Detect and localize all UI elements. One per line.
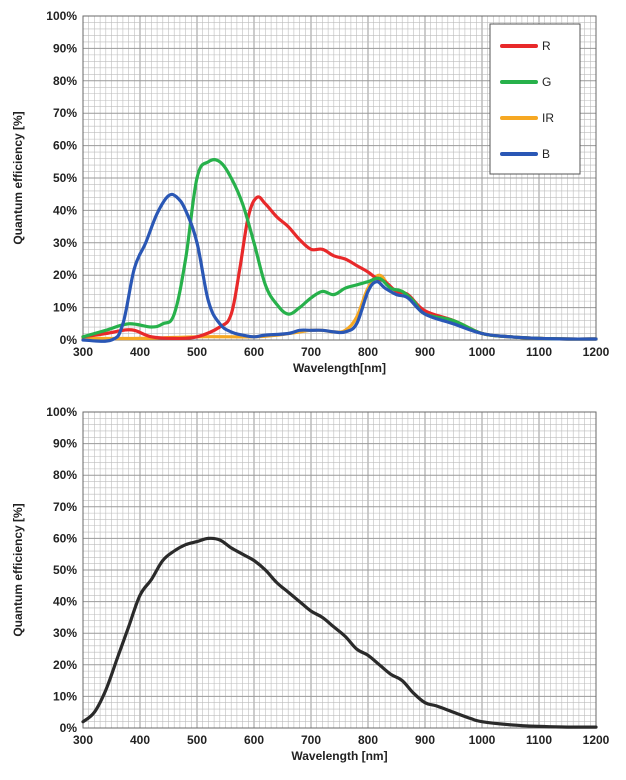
x-axis-title: Wavelength[nm]: [293, 361, 386, 375]
y-axis-title: Quantum efficiency [%]: [11, 503, 25, 636]
x-tick-label: 900: [415, 733, 435, 747]
y-tick-label: 70%: [53, 106, 77, 120]
x-tick-label: 1000: [469, 733, 496, 747]
legend: R G IR B: [489, 23, 581, 175]
y-tick-label: 50%: [53, 563, 77, 577]
y-axis-title: Quantum efficiency [%]: [11, 111, 25, 244]
y-tick-label: 100%: [46, 405, 77, 419]
legend-label-ir: IR: [542, 111, 554, 125]
y-tick-label: 0%: [60, 333, 78, 347]
y-tick-label: 0%: [60, 721, 78, 735]
y-tick-label: 20%: [53, 268, 77, 282]
plot-frame: [82, 411, 597, 729]
y-tick-label: 10%: [53, 301, 77, 315]
y-tick-label: 90%: [53, 437, 77, 451]
chart-1: 0% 10% 20% 30% 40% 50% 60% 70% 80% 90% 100% 300 400 5…: [11, 9, 610, 375]
y-tick-label: 80%: [53, 468, 77, 482]
x-tick-label: 600: [244, 345, 264, 359]
y-tick-label: 40%: [53, 203, 77, 217]
y-tick-label: 100%: [46, 9, 77, 23]
y-tick-label: 60%: [53, 531, 77, 545]
y-tick-label: 10%: [53, 689, 77, 703]
y-tick-label: 50%: [53, 171, 77, 185]
x-tick-label: 1100: [526, 345, 552, 359]
x-tick-label: 1000: [469, 345, 496, 359]
x-tick-label: 700: [301, 733, 321, 747]
x-tick-label: 400: [130, 733, 150, 747]
y-tick-label: 30%: [53, 236, 77, 250]
x-axis-title: Wavelength [nm]: [291, 749, 387, 763]
series-line-qe: [81, 536, 598, 729]
legend-label-g: G: [542, 75, 551, 89]
x-tick-label: 500: [187, 733, 207, 747]
chart-2: 0% 10% 20% 30% 40% 50% 60% 70% 80% 90% 100% 300 400 5…: [11, 405, 610, 763]
plot-frame: [82, 15, 597, 341]
y-tick-label: 70%: [53, 500, 77, 514]
x-tick-label: 900: [415, 345, 435, 359]
x-tick-label: 400: [130, 345, 150, 359]
x-tick-label: 600: [244, 733, 264, 747]
legend-label-b: B: [542, 147, 550, 161]
x-tick-label: 300: [73, 345, 93, 359]
y-tick-label: 40%: [53, 595, 77, 609]
x-tick-label: 800: [358, 733, 378, 747]
y-tick-label: 80%: [53, 74, 77, 88]
x-tick-label: 1200: [583, 345, 610, 359]
x-tick-label: 1100: [526, 733, 552, 747]
y-tick-label: 20%: [53, 658, 77, 672]
legend-box: [489, 23, 581, 175]
series-line-b: [81, 192, 598, 343]
x-tick-label: 700: [301, 345, 321, 359]
y-tick-label: 90%: [53, 41, 77, 55]
x-tick-label: 800: [358, 345, 378, 359]
legend-label-r: R: [542, 39, 551, 53]
x-tick-label: 1200: [583, 733, 610, 747]
y-tick-label: 60%: [53, 139, 77, 153]
x-tick-label: 300: [73, 733, 93, 747]
y-tick-label: 30%: [53, 626, 77, 640]
x-tick-label: 500: [187, 345, 207, 359]
